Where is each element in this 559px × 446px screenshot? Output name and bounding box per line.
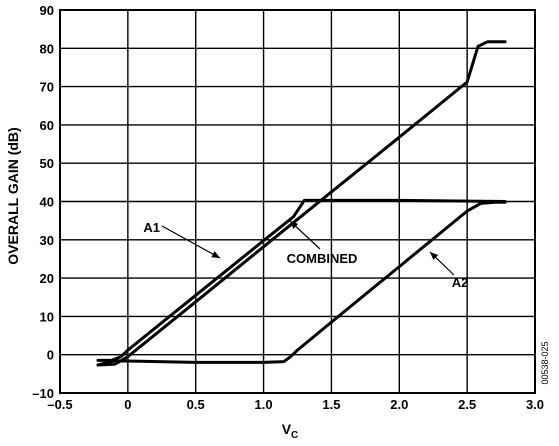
callout-leader [161, 225, 221, 259]
figure-id: 00538-025 [540, 341, 550, 384]
y-tick-label: 40 [40, 195, 54, 210]
plot-frame [59, 9, 536, 394]
y-tick-label: 20 [40, 271, 54, 286]
series-line-a2 [96, 200, 507, 367]
y-axis-title: OVERALL GAIN (dB) [5, 127, 21, 264]
x-axis-title-subscript: C [291, 430, 298, 441]
x-tick-labels: –0.5 0 0.5 1.0 1.5 2.0 2.5 3.0 [47, 397, 544, 412]
y-tick-label: 10 [40, 309, 54, 324]
x-tick-label: 1.5 [322, 397, 340, 412]
y-tick-label: 0 [47, 348, 54, 363]
series-callouts: A1 COMBINED A2 [143, 220, 468, 290]
y-tick-labels: –10 0 10 20 30 40 50 60 70 80 90 [32, 3, 54, 401]
callout-label-a1: A1 [143, 220, 160, 235]
y-tick-label: 80 [40, 41, 54, 56]
y-tick-label: 70 [40, 80, 54, 95]
x-tick-label: 3.0 [526, 397, 544, 412]
x-axis-title: VC [282, 421, 299, 441]
x-tick-label: 2.0 [390, 397, 408, 412]
callout-label-a2: A2 [452, 275, 469, 290]
x-tick-label: 0 [124, 397, 131, 412]
x-tick-label: –0.5 [47, 397, 72, 412]
callout-arrowhead [211, 251, 220, 258]
x-tick-label: 1.0 [255, 397, 273, 412]
x-axis-title-main: V [282, 421, 292, 437]
callout-arrowhead [430, 252, 439, 261]
series-line-a1 [96, 198, 507, 362]
x-tick-label: 0.5 [187, 397, 205, 412]
y-tick-label: 50 [40, 156, 54, 171]
x-tick-label: 2.5 [458, 397, 476, 412]
y-tick-label: 60 [40, 118, 54, 133]
y-tick-label: –10 [32, 386, 54, 401]
callout-arrowhead [290, 221, 299, 230]
callout-label-combined: COMBINED [287, 251, 358, 266]
y-tick-label: 90 [40, 3, 54, 18]
y-tick-label: 30 [40, 233, 54, 248]
data-series [96, 40, 507, 367]
